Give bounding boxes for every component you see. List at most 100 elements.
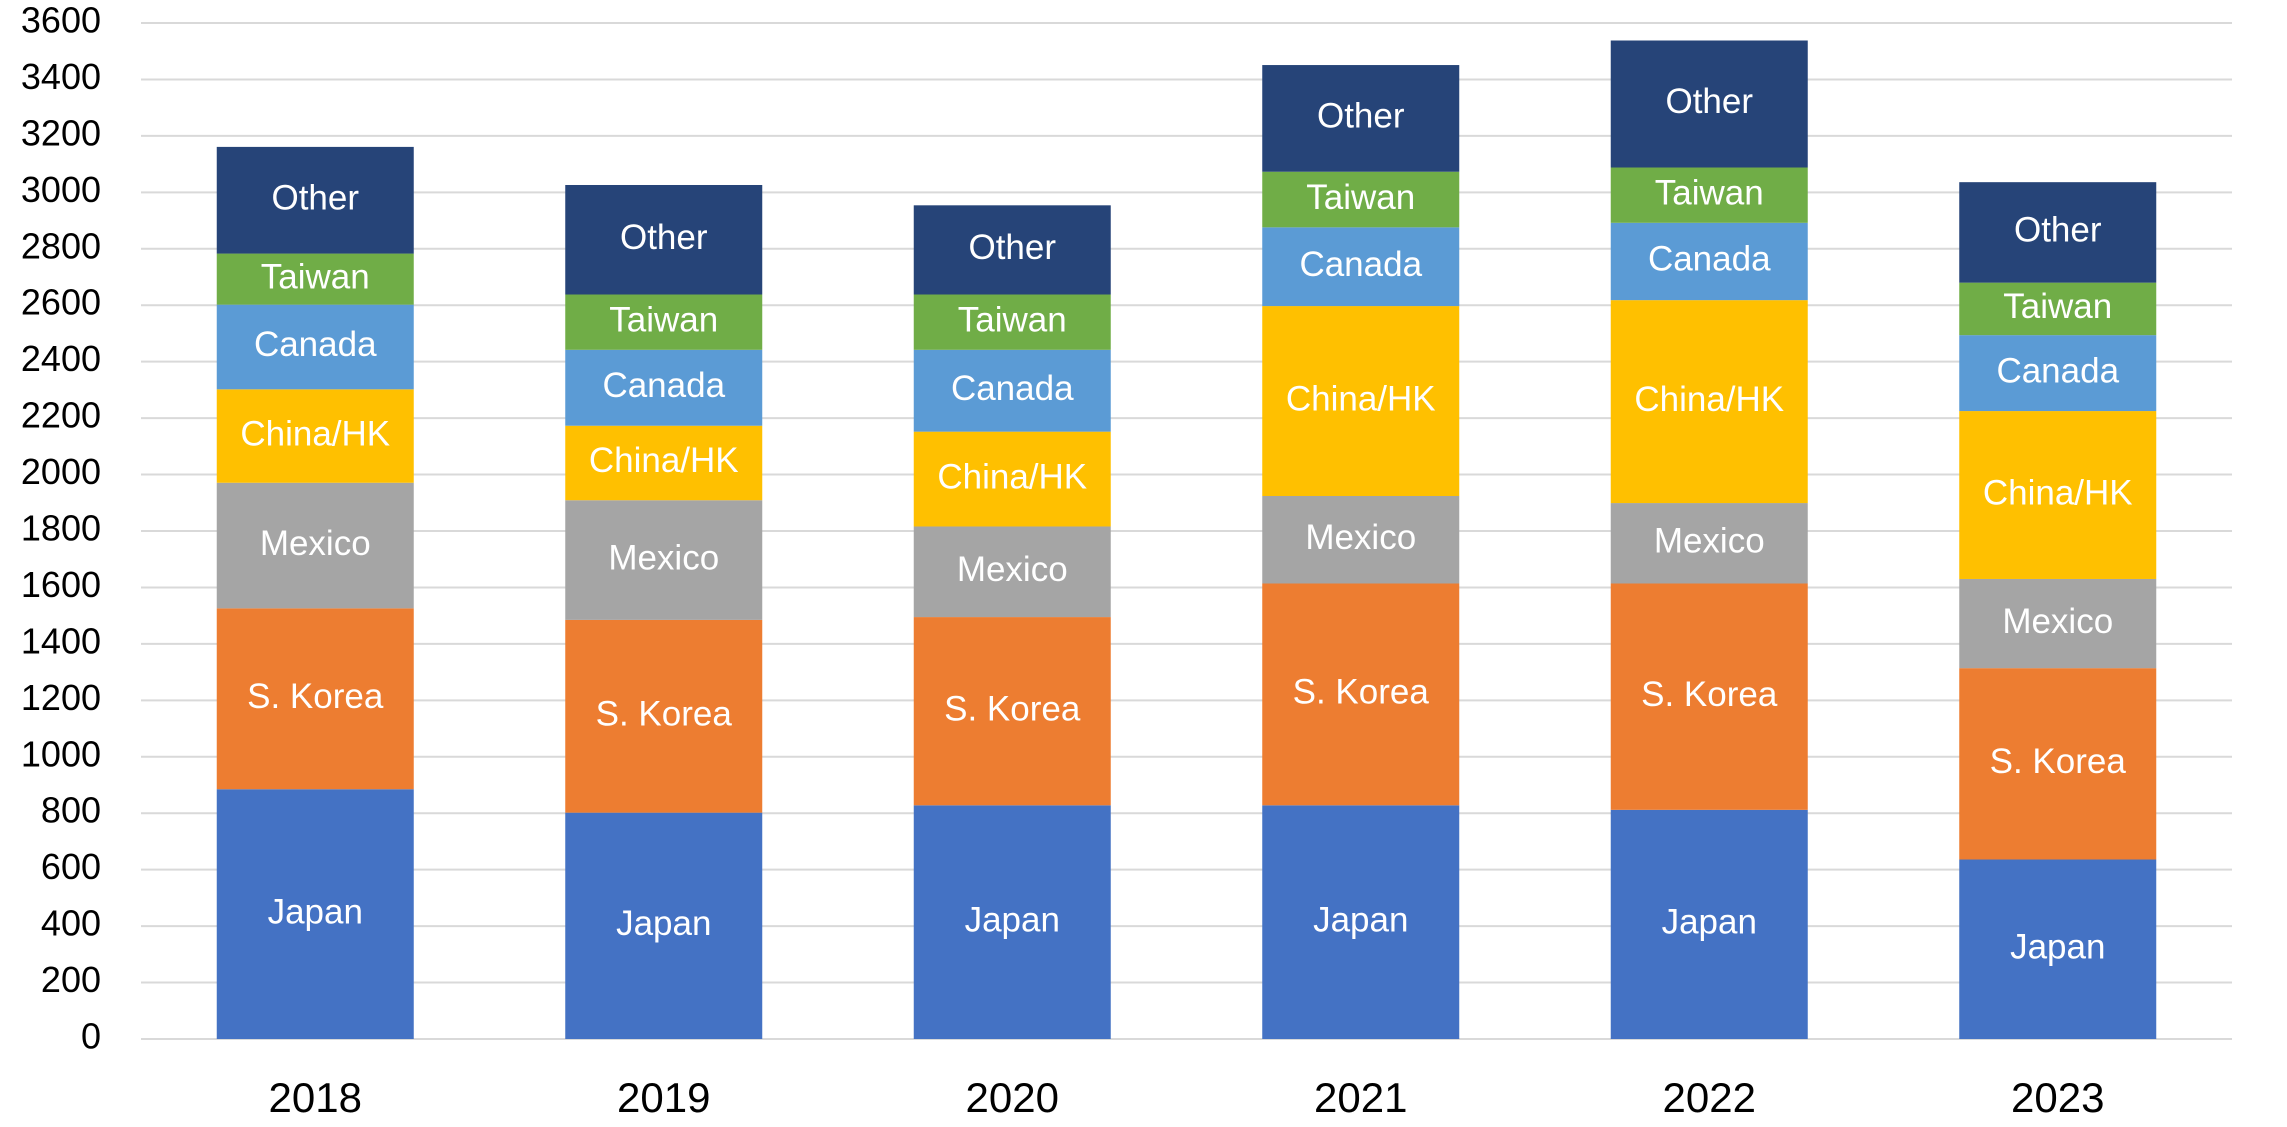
segment-label: Canada — [951, 369, 1074, 408]
bar-segment — [913, 431, 1111, 527]
segment-label: Japan — [616, 904, 711, 943]
segment-label: Taiwan — [261, 257, 370, 296]
bar-segment — [565, 184, 763, 295]
segment-label: Other — [968, 228, 1056, 267]
segment-label: Mexico — [608, 538, 719, 577]
segment-label: Mexico — [2002, 602, 2113, 641]
segment-label: S. Korea — [1641, 675, 1778, 714]
bar-segment — [1262, 583, 1460, 806]
bar-segment — [1959, 335, 2157, 412]
x-tick-label: 2023 — [2011, 1074, 2104, 1121]
bar-segment — [1262, 171, 1460, 228]
segment-label: S. Korea — [596, 695, 733, 734]
bar-segment — [565, 425, 763, 501]
y-tick-label: 800 — [41, 790, 101, 831]
bar-segment — [565, 500, 763, 620]
segment-label: Canada — [602, 366, 725, 405]
bar-segment — [1959, 578, 2157, 669]
y-tick-label: 1800 — [21, 508, 101, 549]
y-tick-label: 2600 — [21, 282, 101, 323]
bar-segment — [216, 253, 414, 305]
segment-label: S. Korea — [944, 689, 1081, 728]
segment-label: Mexico — [957, 550, 1068, 589]
bar-segment — [1959, 411, 2157, 579]
y-tick-label: 1400 — [21, 620, 101, 661]
x-tick-label: 2021 — [1314, 1074, 1407, 1121]
y-tick-label: 600 — [41, 846, 101, 887]
bar-segment — [216, 789, 414, 1039]
bar-segment — [216, 146, 414, 254]
segment-label: China/HK — [1983, 473, 2133, 512]
bar-segment — [1262, 805, 1460, 1039]
segment-label: Mexico — [1305, 518, 1416, 557]
segment-label: Mexico — [1654, 522, 1765, 561]
bar-segment — [913, 294, 1111, 350]
x-tick-label: 2018 — [269, 1074, 362, 1121]
segment-label: Other — [271, 178, 359, 217]
segment-label: Japan — [268, 892, 363, 931]
segment-label: Japan — [2010, 928, 2105, 967]
bar-segment — [1959, 182, 2157, 283]
bar-segment — [913, 526, 1111, 618]
y-tick-label: 1000 — [21, 733, 101, 774]
bar-segment — [913, 617, 1111, 806]
y-tick-label: 2400 — [21, 338, 101, 379]
segment-label: S. Korea — [247, 677, 384, 716]
y-tick-label: 3200 — [21, 112, 101, 153]
bar-segment — [1959, 282, 2157, 336]
bar-segment — [216, 389, 414, 483]
bar-segment — [1610, 809, 1808, 1039]
bar-segment — [216, 304, 414, 390]
y-tick-label: 2200 — [21, 395, 101, 436]
y-tick-label: 2800 — [21, 225, 101, 266]
segment-label: Japan — [1662, 903, 1757, 942]
segment-label: Canada — [1299, 245, 1422, 284]
bar-segment — [216, 608, 414, 790]
segment-label: Canada — [254, 325, 377, 364]
bar-segment — [1610, 583, 1808, 810]
y-tick-label: 0 — [81, 1016, 101, 1057]
bar-segment — [913, 205, 1111, 295]
bar-segment — [565, 294, 763, 350]
bar-segment — [216, 482, 414, 609]
segment-label: Other — [1317, 97, 1405, 136]
bar-segment — [1262, 306, 1460, 497]
segment-label: China/HK — [1634, 380, 1784, 419]
segment-label: Canada — [1648, 240, 1771, 279]
y-tick-label: 1600 — [21, 564, 101, 605]
segment-label: Mexico — [260, 524, 371, 563]
bar-segment — [1262, 496, 1460, 584]
bar-segment — [565, 619, 763, 813]
y-tick-label: 3400 — [21, 56, 101, 97]
x-tick-label: 2022 — [1663, 1074, 1756, 1121]
segment-label: Taiwan — [2003, 287, 2112, 326]
segment-label: China/HK — [240, 414, 390, 453]
bar-segment — [1959, 859, 2157, 1039]
segment-label: S. Korea — [1990, 742, 2127, 781]
segment-label: Canada — [1996, 351, 2119, 390]
bar-segment — [565, 812, 763, 1039]
segment-label: Japan — [965, 900, 1060, 939]
segment-label: Other — [620, 218, 708, 257]
bar-segment — [1610, 222, 1808, 301]
bar-segment — [1610, 503, 1808, 584]
segment-label: S. Korea — [1293, 673, 1430, 712]
bar-segment — [1959, 668, 2157, 860]
bar-segment — [565, 349, 763, 426]
segment-label: China/HK — [589, 441, 739, 480]
bar-segment — [1262, 227, 1460, 307]
segment-label: Taiwan — [1306, 178, 1415, 217]
segment-label: China/HK — [1286, 379, 1436, 418]
segment-label: China/HK — [937, 457, 1087, 496]
y-tick-label: 3600 — [21, 0, 101, 41]
segment-label: Other — [2014, 211, 2102, 250]
bar-segment — [913, 349, 1111, 432]
segment-label: Japan — [1313, 900, 1408, 939]
bar-segment — [1262, 65, 1460, 172]
x-tick-label: 2020 — [966, 1074, 1059, 1121]
y-tick-label: 3000 — [21, 169, 101, 210]
segment-label: Other — [1665, 82, 1753, 121]
y-tick-label: 400 — [41, 903, 101, 944]
bar-segment — [1610, 300, 1808, 504]
